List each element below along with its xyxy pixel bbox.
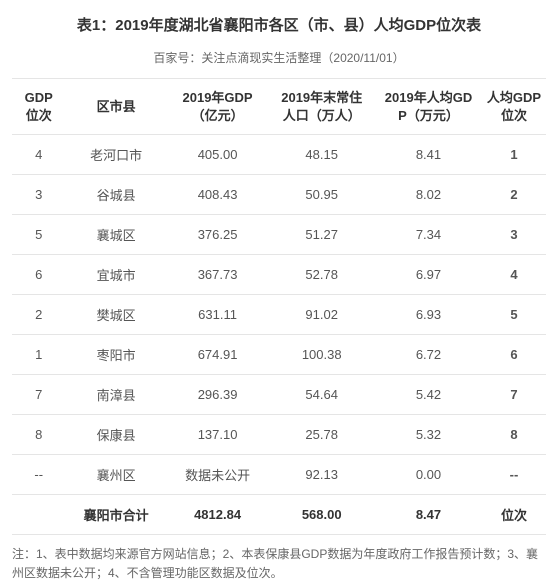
col-header-4: 2019年人均GDP（万元） — [375, 79, 482, 135]
cell: 408.43 — [167, 175, 268, 215]
cell: 7 — [12, 375, 65, 415]
col-header-1: 区市县 — [65, 79, 166, 135]
cell: 2 — [482, 175, 546, 215]
table-row: 2樊城区631.1191.026.935 — [12, 295, 546, 335]
total-cell: 位次 — [482, 495, 546, 535]
table-subtitle: 百家号：关注点滴现实生活整理（2020/11/01） — [12, 49, 546, 66]
cell: 51.27 — [268, 215, 375, 255]
cell: 52.78 — [268, 255, 375, 295]
cell: 6.72 — [375, 335, 482, 375]
total-cell: 8.47 — [375, 495, 482, 535]
table-row: 8保康县137.1025.785.328 — [12, 415, 546, 455]
cell: 4 — [12, 135, 65, 175]
cell: 6 — [482, 335, 546, 375]
cell: 296.39 — [167, 375, 268, 415]
cell: 襄州区 — [65, 455, 166, 495]
cell: 3 — [12, 175, 65, 215]
cell: 南漳县 — [65, 375, 166, 415]
cell: 2 — [12, 295, 65, 335]
col-header-0: GDP位次 — [12, 79, 65, 135]
cell: 谷城县 — [65, 175, 166, 215]
table-header: GDP位次区市县2019年GDP（亿元）2019年末常住人口（万人）2019年人… — [12, 79, 546, 135]
cell: 6.97 — [375, 255, 482, 295]
cell: 1 — [12, 335, 65, 375]
total-cell: 4812.84 — [167, 495, 268, 535]
cell: 5 — [12, 215, 65, 255]
total-cell: 襄阳市合计 — [65, 495, 166, 535]
cell: 7.34 — [375, 215, 482, 255]
table-row: 6宜城市367.7352.786.974 — [12, 255, 546, 295]
cell: 宜城市 — [65, 255, 166, 295]
table-row: 1枣阳市674.91100.386.726 — [12, 335, 546, 375]
table-body: 4老河口市405.0048.158.4113谷城县408.4350.958.02… — [12, 135, 546, 535]
cell: 405.00 — [167, 135, 268, 175]
cell: 25.78 — [268, 415, 375, 455]
col-header-2: 2019年GDP（亿元） — [167, 79, 268, 135]
cell: 631.11 — [167, 295, 268, 335]
cell: 保康县 — [65, 415, 166, 455]
cell: 5 — [482, 295, 546, 335]
cell: 50.95 — [268, 175, 375, 215]
cell: 100.38 — [268, 335, 375, 375]
table-row: 3谷城县408.4350.958.022 — [12, 175, 546, 215]
total-cell: 568.00 — [268, 495, 375, 535]
cell: 4 — [482, 255, 546, 295]
gdp-table: GDP位次区市县2019年GDP（亿元）2019年末常住人口（万人）2019年人… — [12, 78, 546, 535]
table-row: 4老河口市405.0048.158.411 — [12, 135, 546, 175]
cell: 1 — [482, 135, 546, 175]
cell: 老河口市 — [65, 135, 166, 175]
total-row: 襄阳市合计4812.84568.008.47位次 — [12, 495, 546, 535]
cell: 8 — [12, 415, 65, 455]
cell: 48.15 — [268, 135, 375, 175]
col-header-3: 2019年末常住人口（万人） — [268, 79, 375, 135]
cell: -- — [482, 455, 546, 495]
cell: 5.42 — [375, 375, 482, 415]
cell: -- — [12, 455, 65, 495]
table-row: 5襄城区376.2551.277.343 — [12, 215, 546, 255]
cell: 8 — [482, 415, 546, 455]
cell: 5.32 — [375, 415, 482, 455]
cell: 91.02 — [268, 295, 375, 335]
table-title: 表1：2019年度湖北省襄阳市各区（市、县）人均GDP位次表 — [12, 14, 546, 35]
cell: 376.25 — [167, 215, 268, 255]
cell: 8.41 — [375, 135, 482, 175]
cell: 枣阳市 — [65, 335, 166, 375]
table-row: --襄州区数据未公开92.130.00-- — [12, 455, 546, 495]
cell: 137.10 — [167, 415, 268, 455]
cell: 襄城区 — [65, 215, 166, 255]
cell: 674.91 — [167, 335, 268, 375]
cell: 0.00 — [375, 455, 482, 495]
cell: 54.64 — [268, 375, 375, 415]
cell: 6.93 — [375, 295, 482, 335]
cell: 7 — [482, 375, 546, 415]
cell: 6 — [12, 255, 65, 295]
cell: 367.73 — [167, 255, 268, 295]
table-row: 7南漳县296.3954.645.427 — [12, 375, 546, 415]
total-cell — [12, 495, 65, 535]
table-footnote: 注：1、表中数据均来源官方网站信息；2、本表保康县GDP数据为年度政府工作报告预… — [12, 545, 546, 583]
col-header-5: 人均GDP位次 — [482, 79, 546, 135]
cell: 8.02 — [375, 175, 482, 215]
cell: 数据未公开 — [167, 455, 268, 495]
cell: 92.13 — [268, 455, 375, 495]
cell: 3 — [482, 215, 546, 255]
cell: 樊城区 — [65, 295, 166, 335]
